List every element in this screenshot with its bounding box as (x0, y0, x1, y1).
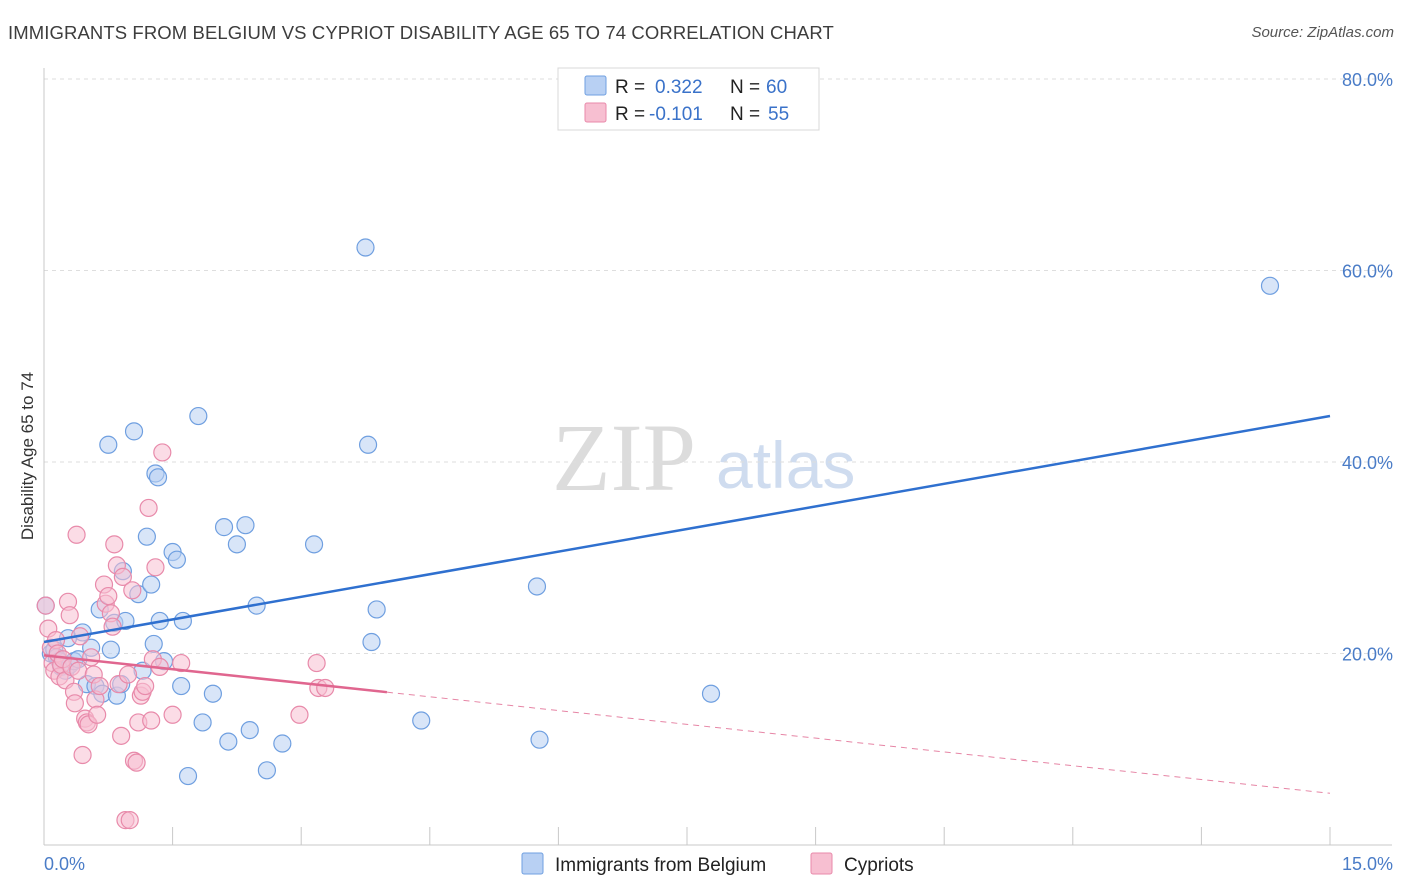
cypriots-point-17 (69, 661, 88, 680)
legend-r-value-belgium: 0.322 (655, 77, 703, 98)
y-tick-label-80: 80.0% (1342, 70, 1393, 90)
legend-r-label-belgium: R = (615, 77, 645, 98)
cypriots-point-12 (60, 606, 79, 625)
x-tick-label-min: 0.0% (44, 854, 85, 874)
series-legend: Immigrants from Belgium Cypriots (521, 852, 914, 876)
cypriots-point-48 (139, 498, 158, 518)
y-tick-label-60: 60.0% (1342, 262, 1393, 282)
legend-n-value-belgium: 60 (766, 77, 787, 98)
cypriots-point-26 (88, 705, 107, 724)
cypriots-point-16 (67, 525, 86, 544)
watermark: ZIP atlas (552, 404, 855, 511)
belgium-point-58 (701, 684, 721, 703)
trend-line-belgium (43, 414, 1331, 644)
y-tick-label-20: 20.0% (1342, 645, 1393, 665)
x-tick-marks (43, 827, 1331, 845)
legend-r-label-cypriots: R = (615, 104, 645, 125)
belgium-point-17 (99, 435, 118, 454)
belgium-point-18 (101, 640, 120, 659)
belgium-point-55 (412, 711, 431, 730)
belgium-point-31 (148, 468, 168, 487)
chart-source: Source: ZipAtlas.com (1251, 24, 1394, 41)
cypriots-point-37 (113, 567, 132, 587)
belgium-point-50 (304, 535, 324, 554)
legend-n-label-cypriots: N = (730, 104, 760, 125)
legend-swatch-belgium (584, 75, 607, 96)
belgium-point-37 (173, 611, 192, 631)
belgium-point-28 (142, 575, 161, 594)
y-tick-label-40: 40.0% (1342, 453, 1393, 473)
series-belgium-points (36, 238, 1280, 786)
y-tick-labels: 20.0% 40.0% 60.0% 80.0% (1342, 70, 1393, 665)
belgium-point-36 (172, 676, 191, 696)
cypriots-point-39 (118, 665, 138, 684)
belgium-point-52 (358, 435, 378, 454)
cypriots-point-51 (146, 558, 165, 577)
trend-line-cypriots-extension (386, 691, 1331, 794)
belgium-point-51 (356, 238, 375, 257)
belgium-point-43 (219, 732, 238, 751)
cypriots-point-57 (307, 653, 326, 673)
belgium-point-41 (203, 684, 222, 703)
belgium-point-38 (178, 766, 198, 786)
legend-swatch-cypriots (584, 102, 607, 123)
cypriots-point-41 (123, 581, 142, 600)
bottom-legend-swatch-cypriots (810, 852, 833, 875)
belgium-point-44 (227, 535, 246, 554)
belgium-point-35 (167, 550, 186, 569)
watermark-atlas: atlas (716, 428, 855, 502)
cypriots-point-59 (316, 678, 335, 698)
belgium-point-46 (240, 720, 259, 740)
cypriots-point-47 (136, 676, 155, 696)
belgium-point-27 (137, 527, 156, 546)
y-axis-title: Disability Age 65 to 74 (18, 372, 37, 540)
cypriots-point-15 (65, 694, 84, 713)
legend-r-value-cypriots: -0.101 (649, 104, 703, 125)
belgium-point-54 (367, 600, 386, 619)
cypriots-point-56 (290, 705, 309, 724)
cypriots-point-53 (153, 443, 172, 462)
cypriots-point-27 (90, 676, 109, 696)
belgium-point-53 (362, 632, 381, 652)
bottom-legend-label-cypriots: Cypriots (844, 855, 914, 876)
belgium-point-45 (236, 516, 255, 535)
cypriots-point-36 (112, 726, 131, 745)
belgium-point-57 (530, 730, 549, 749)
cypriots-point-32 (103, 617, 122, 636)
chart-title: IMMIGRANTS FROM BELGIUM VS CYPRIOT DISAB… (8, 22, 834, 43)
cypriots-point-23 (82, 648, 101, 667)
belgium-point-24 (124, 422, 144, 441)
cypriots-point-33 (105, 535, 124, 554)
legend-n-label-belgium: N = (730, 77, 760, 98)
watermark-zip: ZIP (552, 404, 696, 511)
belgium-point-59 (1260, 276, 1280, 295)
bottom-legend-swatch-belgium (521, 852, 544, 875)
trend-lines (43, 414, 1331, 794)
belgium-point-48 (257, 761, 277, 780)
x-tick-label-max: 15.0% (1342, 854, 1393, 874)
cypriots-point-54 (163, 705, 182, 724)
cypriots-point-40 (120, 811, 139, 830)
cypriots-point-19 (73, 745, 92, 765)
cypriots-point-30 (99, 586, 118, 606)
belgium-point-56 (527, 577, 547, 596)
axes (43, 68, 1392, 846)
legend-n-value-cypriots: 55 (768, 104, 789, 125)
gridlines (44, 78, 1392, 654)
belgium-point-29 (144, 634, 163, 654)
cypriots-point-55 (172, 653, 191, 673)
cypriots-point-43 (127, 753, 146, 772)
belgium-point-39 (189, 406, 208, 426)
belgium-point-49 (273, 734, 292, 753)
belgium-point-42 (214, 518, 234, 537)
belgium-point-40 (193, 713, 212, 732)
trend-line-cypriots (43, 654, 388, 694)
cypriots-point-49 (142, 711, 161, 730)
series-cypriots-points (36, 443, 335, 830)
bottom-legend-label-belgium: Immigrants from Belgium (555, 855, 766, 876)
cypriots-point-0 (36, 596, 55, 615)
stats-legend: R = 0.322 N = 60 R = -0.101 N = 55 (557, 67, 820, 131)
